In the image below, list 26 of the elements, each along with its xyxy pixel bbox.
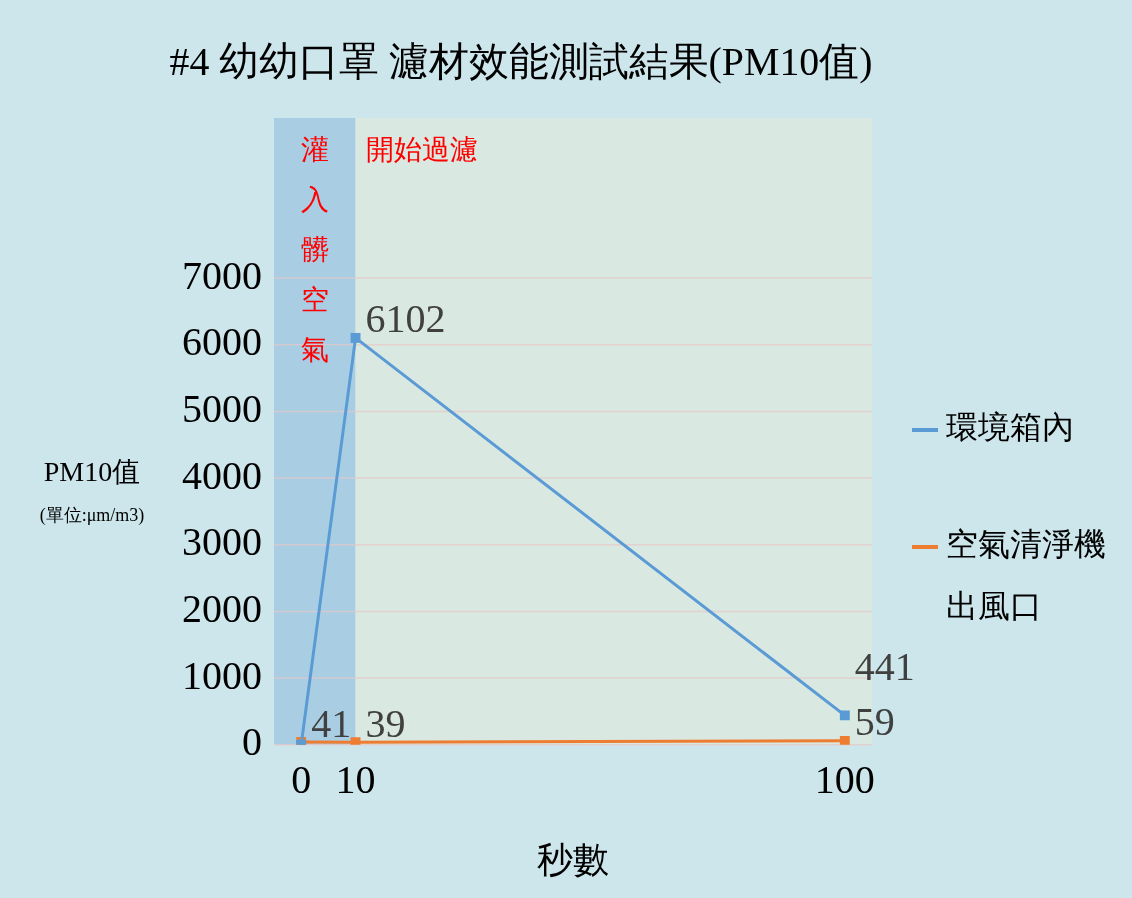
y-tick-label: 3000 xyxy=(182,519,262,565)
x-tick-label: 0 xyxy=(291,757,312,803)
y-tick-label: 4000 xyxy=(182,452,262,498)
y-tick-label: 6000 xyxy=(182,319,262,365)
legend-label: 空氣清淨機出風口 xyxy=(946,526,1106,625)
point xyxy=(839,710,850,721)
y-tick-label: 1000 xyxy=(182,652,262,698)
x-axis-title: 秒數 xyxy=(537,839,609,880)
legend-label: 環境箱內 xyxy=(946,409,1074,446)
point xyxy=(839,735,850,745)
data-label: 39 xyxy=(365,700,406,746)
y-tick-label: 2000 xyxy=(182,585,262,631)
data-label: 6102 xyxy=(365,296,446,342)
data-label: 59 xyxy=(854,699,895,745)
band-label: 開始過濾 xyxy=(365,134,478,166)
chart-title: #4 幼幼口罩 濾材效能測試結果(PM10值) xyxy=(169,38,873,84)
point xyxy=(350,332,361,343)
band-label: 灌入髒空氣 xyxy=(300,134,329,366)
data-label: 41 xyxy=(311,700,352,746)
y-tick-label: 7000 xyxy=(182,252,262,298)
data-label: 441 xyxy=(854,643,915,689)
x-tick-label: 100 xyxy=(814,757,875,803)
y-axis-title: PM10值 (單位:μm/m3) xyxy=(39,456,145,526)
y-tick-label: 0 xyxy=(242,719,262,765)
y-tick-label: 5000 xyxy=(182,385,262,431)
x-tick-label: 10 xyxy=(335,757,376,803)
